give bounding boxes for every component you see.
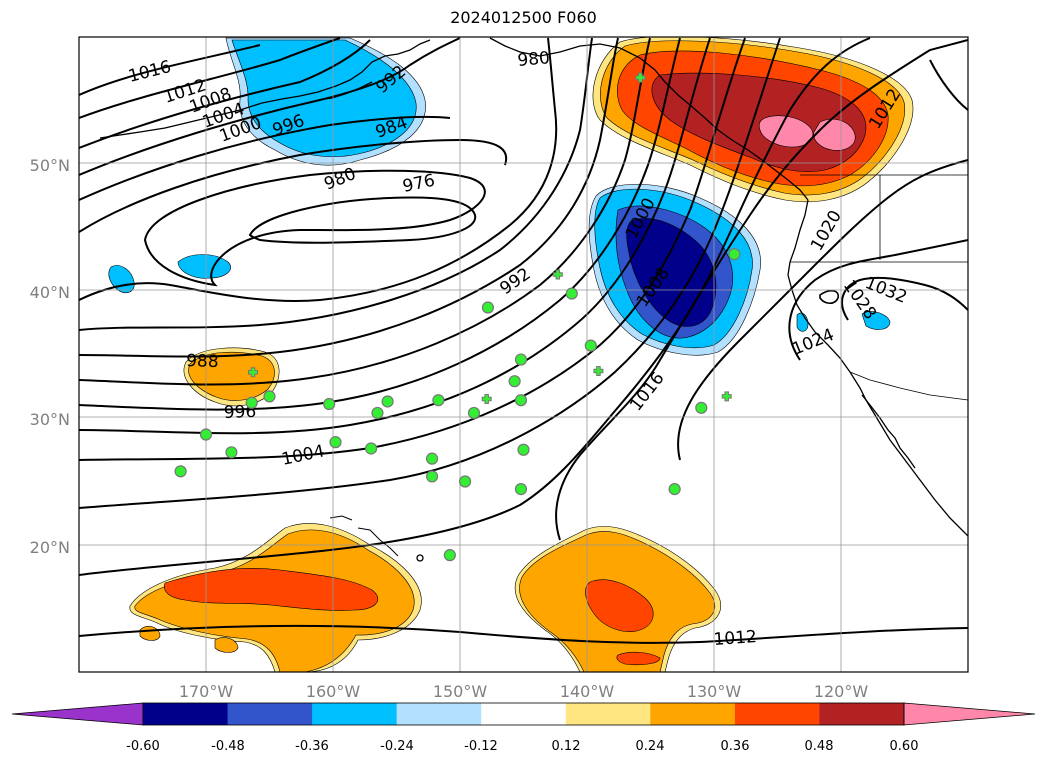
lat-label-40n: 40°N — [30, 283, 70, 302]
colorbar-tick: 0.24 — [636, 739, 665, 754]
colorbar-segment — [143, 703, 229, 725]
plus-marker — [553, 270, 562, 279]
lon-label-170w: 170°W — [179, 682, 234, 701]
colorbar-segment — [312, 703, 398, 725]
plus-marker — [248, 368, 257, 377]
circle-marker — [508, 375, 521, 388]
map-frame — [78, 36, 969, 673]
circle-marker — [728, 248, 741, 261]
colorbar-segment — [650, 703, 736, 725]
positive-anomaly-south-west — [129, 523, 422, 672]
colorbar-tick: -0.60 — [126, 739, 160, 754]
small-blue-patch-1 — [108, 265, 135, 294]
circle-marker — [514, 483, 528, 496]
circle-marker — [695, 401, 708, 414]
isobar-label: 1012 — [713, 627, 758, 650]
colorbar-tick: -0.48 — [211, 739, 245, 754]
circle-marker — [514, 394, 528, 407]
colorbar-segment — [396, 703, 482, 725]
colorbar-segment — [734, 703, 820, 725]
colorbar-tick: -0.24 — [380, 739, 414, 754]
circle-marker — [329, 436, 342, 449]
lon-label-120w: 120°W — [814, 682, 869, 701]
graticule — [79, 37, 968, 672]
isobars — [79, 37, 968, 644]
plus-marker — [594, 367, 603, 376]
colorbar — [11, 702, 1036, 726]
colorbar-tick: -0.36 — [295, 739, 329, 754]
positive-anomaly-west — [183, 347, 280, 407]
observation-markers — [174, 72, 741, 562]
colorbar-extend-high — [903, 702, 1036, 726]
plus-marker — [482, 394, 491, 403]
circle-marker — [425, 470, 439, 483]
circle-marker — [514, 353, 528, 366]
lon-labels: 170°W 160°W 150°W 140°W 130°W 120°W — [179, 682, 869, 701]
circle-marker — [584, 339, 597, 352]
lat-label-20n: 20°N — [30, 538, 70, 557]
lat-label-50n: 50°N — [30, 156, 70, 175]
lat-labels: 20°N 30°N 40°N 50°N — [30, 156, 70, 557]
positive-anomaly-south-east — [514, 526, 722, 672]
circle-marker — [432, 394, 445, 407]
colorbar-tick: -0.12 — [464, 739, 498, 754]
colorbar-frame — [142, 702, 905, 726]
circle-marker — [425, 452, 439, 465]
colorbar-extend-low — [11, 702, 144, 726]
lon-label-130w: 130°W — [687, 682, 742, 701]
colorbar-tick: 0.48 — [805, 739, 834, 754]
colorbar-segment — [481, 703, 567, 725]
lon-label-150w: 150°W — [433, 682, 488, 701]
isobar-label: 980 — [517, 48, 551, 71]
circle-marker — [467, 406, 481, 420]
circle-marker — [174, 465, 187, 478]
small-blue-patch-4 — [861, 311, 891, 330]
map-title: 2024012500 F060 — [450, 8, 597, 27]
lon-label-140w: 140°W — [560, 682, 615, 701]
plus-marker — [636, 73, 645, 82]
circle-marker — [668, 483, 681, 496]
circle-marker — [481, 301, 495, 314]
circle-marker — [323, 397, 336, 411]
negative-anomaly-northwest — [225, 37, 426, 166]
circle-marker — [443, 549, 456, 562]
lat-label-30n: 30°N — [30, 410, 70, 429]
circle-marker — [225, 446, 238, 459]
colorbar-segment — [227, 703, 313, 725]
circle-marker — [263, 390, 276, 403]
map-area: 1016 1012 1008 1004 1000 996 992 984 980… — [79, 37, 968, 672]
circle-marker — [199, 428, 213, 441]
circle-marker — [517, 443, 530, 456]
lon-label-160w: 160°W — [306, 682, 361, 701]
isobar-label: 988 — [186, 351, 219, 372]
colorbar-segment — [819, 703, 905, 725]
small-orange-patch-2 — [214, 637, 239, 653]
colorbar-tick: 0.60 — [890, 739, 919, 754]
colorbar-segment — [565, 703, 651, 725]
plus-marker — [722, 392, 731, 401]
colorbar-tick: 0.12 — [552, 739, 581, 754]
circle-marker — [245, 396, 258, 409]
circle-marker — [565, 287, 578, 300]
circle-marker — [371, 406, 384, 420]
colorbar-ticks: -0.60 -0.48 -0.36 -0.24 -0.12 0.12 0.24 … — [126, 739, 918, 754]
colorbar-tick: 0.36 — [721, 739, 750, 754]
circle-marker — [458, 475, 472, 488]
circle-marker — [381, 395, 394, 408]
circle-marker — [365, 442, 378, 455]
